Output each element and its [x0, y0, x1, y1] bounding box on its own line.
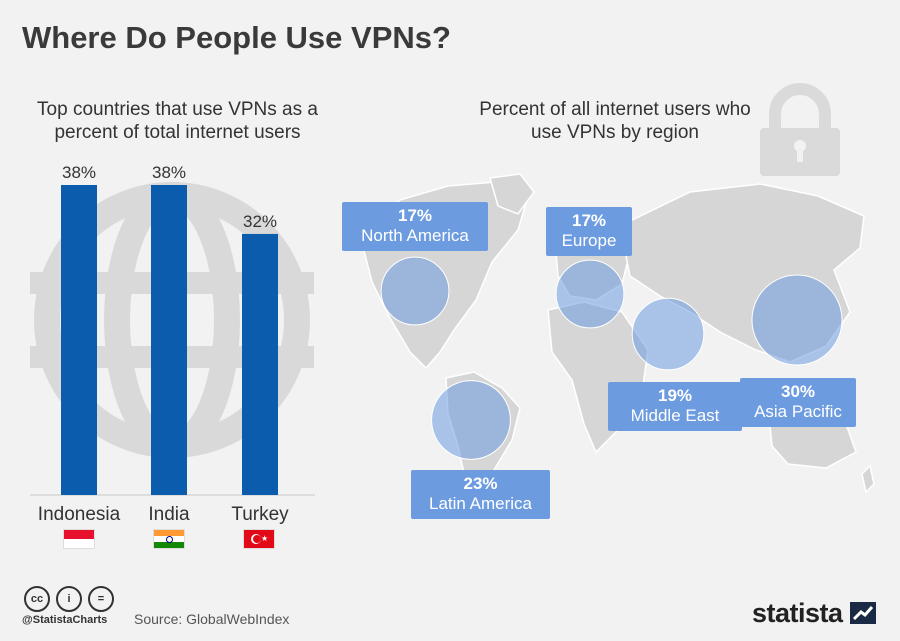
bar-value-label: 38%	[152, 163, 186, 182]
region-label-north-america: 17% North America	[342, 202, 488, 251]
twitter-handle: @StatistaCharts	[22, 614, 108, 626]
indonesia-flag-icon	[64, 530, 94, 548]
region-value: 17%	[571, 211, 607, 230]
by-icon: i	[56, 586, 82, 612]
bar-turkey	[242, 233, 278, 495]
statista-icon	[850, 602, 876, 624]
bar-category-label: India	[148, 504, 190, 525]
greenland-shape	[489, 173, 535, 215]
region-name: Latin America	[429, 494, 532, 513]
bar-indonesia	[61, 185, 97, 495]
map-chart-subtitle: Percent of all internet users who use VP…	[479, 99, 751, 143]
region-value: 23%	[463, 474, 498, 493]
bar-category-label: Turkey	[231, 504, 289, 525]
bar-chart-subtitle: Top countries that use VPNs as a percent…	[37, 99, 318, 143]
region-label-europe: 17% Europe	[546, 207, 632, 256]
region-label-latin-america: 23% Latin America	[411, 470, 550, 519]
region-value: 19%	[657, 386, 693, 405]
bubble-asia-pacific	[751, 274, 843, 366]
turkey-flag-icon: ★	[244, 530, 274, 548]
bubble-latin-america	[431, 380, 511, 460]
bar-chart: 38% Indonesia 38% India 32% Turkey	[30, 163, 315, 525]
region-label-asia-pacific: 30% Asia Pacific	[740, 378, 856, 427]
bar-value-label: 38%	[62, 163, 96, 182]
bar-india	[151, 185, 187, 495]
region-label-middle-east: 19% Middle East	[608, 382, 742, 431]
region-name: Asia Pacific	[754, 402, 842, 421]
source-note: Source: GlobalWebIndex	[134, 611, 290, 627]
region-name: Europe	[561, 231, 617, 250]
region-value: 30%	[780, 382, 816, 401]
india-flag-icon	[154, 530, 184, 548]
bubble-europe	[555, 259, 625, 329]
bubble-north-america	[380, 256, 450, 326]
nd-icon: =	[88, 586, 114, 612]
bar-value-label: 32%	[243, 212, 277, 231]
cc-icon: cc	[24, 586, 50, 612]
new-zealand-shape	[861, 464, 875, 494]
bar-category-label: Indonesia	[38, 504, 121, 525]
region-value: 17%	[397, 206, 433, 225]
bubble-middle-east	[631, 297, 705, 371]
padlock-icon	[760, 83, 840, 176]
statista-logo: statista	[752, 598, 843, 628]
chart-title: Where Do People Use VPNs?	[22, 20, 451, 55]
region-name: Middle East	[630, 406, 720, 425]
region-name: North America	[361, 226, 469, 245]
